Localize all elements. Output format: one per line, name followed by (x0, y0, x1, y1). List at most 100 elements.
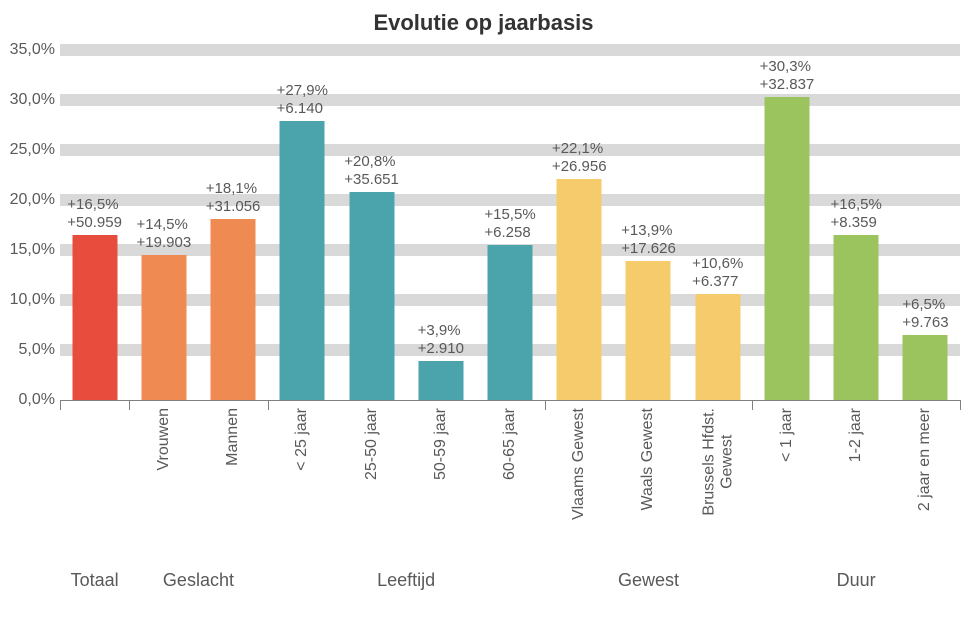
x-axis-category-label: 25-50 jaar (363, 408, 381, 480)
bar: +27,9%+6.140 (280, 121, 325, 400)
bar-pct-label: +20,8% (344, 153, 399, 172)
group-label: Duur (837, 570, 876, 591)
group-label: Gewest (618, 570, 679, 591)
bar-value-label: +20,8%+35.651 (344, 153, 399, 193)
y-tick-label: 35,0% (0, 41, 55, 59)
x-axis-category-label: < 1 jaar (778, 408, 796, 462)
x-axis-category-label: 1-2 jaar (847, 408, 865, 462)
bar: +20,8%+35.651 (349, 192, 394, 400)
bar-pct-label: +6,5% (902, 296, 948, 315)
bar-pct-label: +22,1% (552, 140, 607, 159)
bar-pct-label: +14,5% (137, 216, 192, 235)
bar: +15,5%+6.258 (488, 245, 533, 400)
bar-abs-label: +26.956 (552, 158, 607, 177)
x-axis-category-label: < 25 jaar (293, 408, 311, 471)
bar-value-label: +27,9%+6.140 (277, 82, 328, 122)
bar-value-label: +22,1%+26.956 (552, 140, 607, 180)
bar-value-label: +15,5%+6.258 (484, 206, 535, 246)
bar-slot: +14,5%+19.903 (129, 50, 198, 400)
bar-abs-label: +19.903 (137, 234, 192, 253)
y-tick-label: 10,0% (0, 291, 55, 309)
bar-value-label: +10,6%+6.377 (692, 255, 743, 295)
bar-slot: +16,5%+8.359 (822, 50, 891, 400)
bar-abs-label: +32.837 (760, 76, 815, 95)
bar-slot: +20,8%+35.651 (337, 50, 406, 400)
bar-pct-label: +27,9% (277, 82, 328, 101)
y-tick-label: 30,0% (0, 91, 55, 109)
bar-value-label: +30,3%+32.837 (760, 58, 815, 98)
bar-pct-label: +10,6% (692, 255, 743, 274)
bar-abs-label: +6.377 (692, 273, 743, 292)
x-label-slot (60, 400, 129, 565)
bar: +16,5%+50.959 (72, 235, 117, 400)
bar-value-label: +13,9%+17.626 (621, 222, 676, 262)
bar-slot: +6,5%+9.763 (891, 50, 960, 400)
bar: +22,1%+26.956 (557, 179, 602, 400)
group-tick (960, 400, 961, 410)
x-label-slot: 25-50 jaar (337, 400, 406, 565)
bar-abs-label: +17.626 (621, 240, 676, 259)
bar-slot: +30,3%+32.837 (752, 50, 821, 400)
x-axis-category-label: 60-65 jaar (501, 408, 519, 480)
plot-area: +16,5%+50.959+14,5%+19.903+18,1%+31.056+… (60, 50, 960, 400)
y-axis: 0,0%5,0%10,0%15,0%20,0%25,0%30,0%35,0% (0, 50, 60, 400)
bar-slot: +27,9%+6.140 (268, 50, 337, 400)
bar-abs-label: +35.651 (344, 171, 399, 190)
bar-pct-label: +13,9% (621, 222, 676, 241)
bar: +14,5%+19.903 (141, 255, 186, 400)
bar-value-label: +16,5%+50.959 (67, 196, 122, 236)
x-axis-category-label: 50-59 jaar (432, 408, 450, 480)
bar: +3,9%+2.910 (418, 361, 463, 400)
bar-value-label: +6,5%+9.763 (902, 296, 948, 336)
bar-value-label: +16,5%+8.359 (831, 196, 882, 236)
bar-abs-label: +9.763 (902, 314, 948, 333)
x-label-slot: 60-65 jaar (475, 400, 544, 565)
group-label: Totaal (71, 570, 119, 591)
bar-abs-label: +8.359 (831, 214, 882, 233)
bar-value-label: +3,9%+2.910 (418, 322, 464, 362)
bar-pct-label: +16,5% (67, 196, 122, 215)
x-label-slot: < 1 jaar (752, 400, 821, 565)
bar-pct-label: +3,9% (418, 322, 464, 341)
x-label-slot: < 25 jaar (268, 400, 337, 565)
x-axis-category-label: Vlaams Gewest (570, 408, 588, 520)
bar-slot: +15,5%+6.258 (475, 50, 544, 400)
bar-abs-label: +2.910 (418, 340, 464, 359)
bar-abs-label: +6.258 (484, 224, 535, 243)
x-label-slot: 2 jaar en meer (891, 400, 960, 565)
bar: +16,5%+8.359 (834, 235, 879, 400)
x-label-slot: Brussels Hfdst.Gewest (683, 400, 752, 565)
x-axis-category-label: Vrouwen (155, 408, 173, 471)
bar-slot: +10,6%+6.377 (683, 50, 752, 400)
bar-value-label: +18,1%+31.056 (206, 180, 261, 220)
group-label: Leeftijd (377, 570, 435, 591)
bar-slot: +16,5%+50.959 (60, 50, 129, 400)
chart-container: Evolutie op jaarbasis 0,0%5,0%10,0%15,0%… (0, 0, 967, 619)
x-label-slot: 50-59 jaar (406, 400, 475, 565)
x-label-slot: Waals Gewest (614, 400, 683, 565)
bar-pct-label: +30,3% (760, 58, 815, 77)
bar-value-label: +14,5%+19.903 (137, 216, 192, 256)
bar: +18,1%+31.056 (211, 219, 256, 400)
bar-pct-label: +16,5% (831, 196, 882, 215)
bar-abs-label: +31.056 (206, 198, 261, 217)
bar: +13,9%+17.626 (626, 261, 671, 400)
bar: +10,6%+6.377 (695, 294, 740, 400)
bar: +30,3%+32.837 (764, 97, 809, 400)
x-axis-category-label: Brussels Hfdst.Gewest (700, 408, 735, 516)
x-axis-category-label: 2 jaar en meer (916, 408, 934, 511)
x-axis-category-label: Waals Gewest (639, 408, 657, 511)
bar-pct-label: +18,1% (206, 180, 261, 199)
x-label-slot: Mannen (198, 400, 267, 565)
y-tick-label: 20,0% (0, 191, 55, 209)
bar-pct-label: +15,5% (484, 206, 535, 225)
y-tick-label: 25,0% (0, 141, 55, 159)
group-labels: TotaalGeslachtLeeftijdGewestDuur (60, 570, 960, 610)
chart-title: Evolutie op jaarbasis (0, 10, 967, 36)
y-tick-label: 5,0% (0, 341, 55, 359)
bar-abs-label: +50.959 (67, 214, 122, 233)
bar-slot: +13,9%+17.626 (614, 50, 683, 400)
bar-slot: +22,1%+26.956 (545, 50, 614, 400)
x-axis-category-label: Mannen (224, 408, 242, 466)
bars-area: +16,5%+50.959+14,5%+19.903+18,1%+31.056+… (60, 50, 960, 400)
